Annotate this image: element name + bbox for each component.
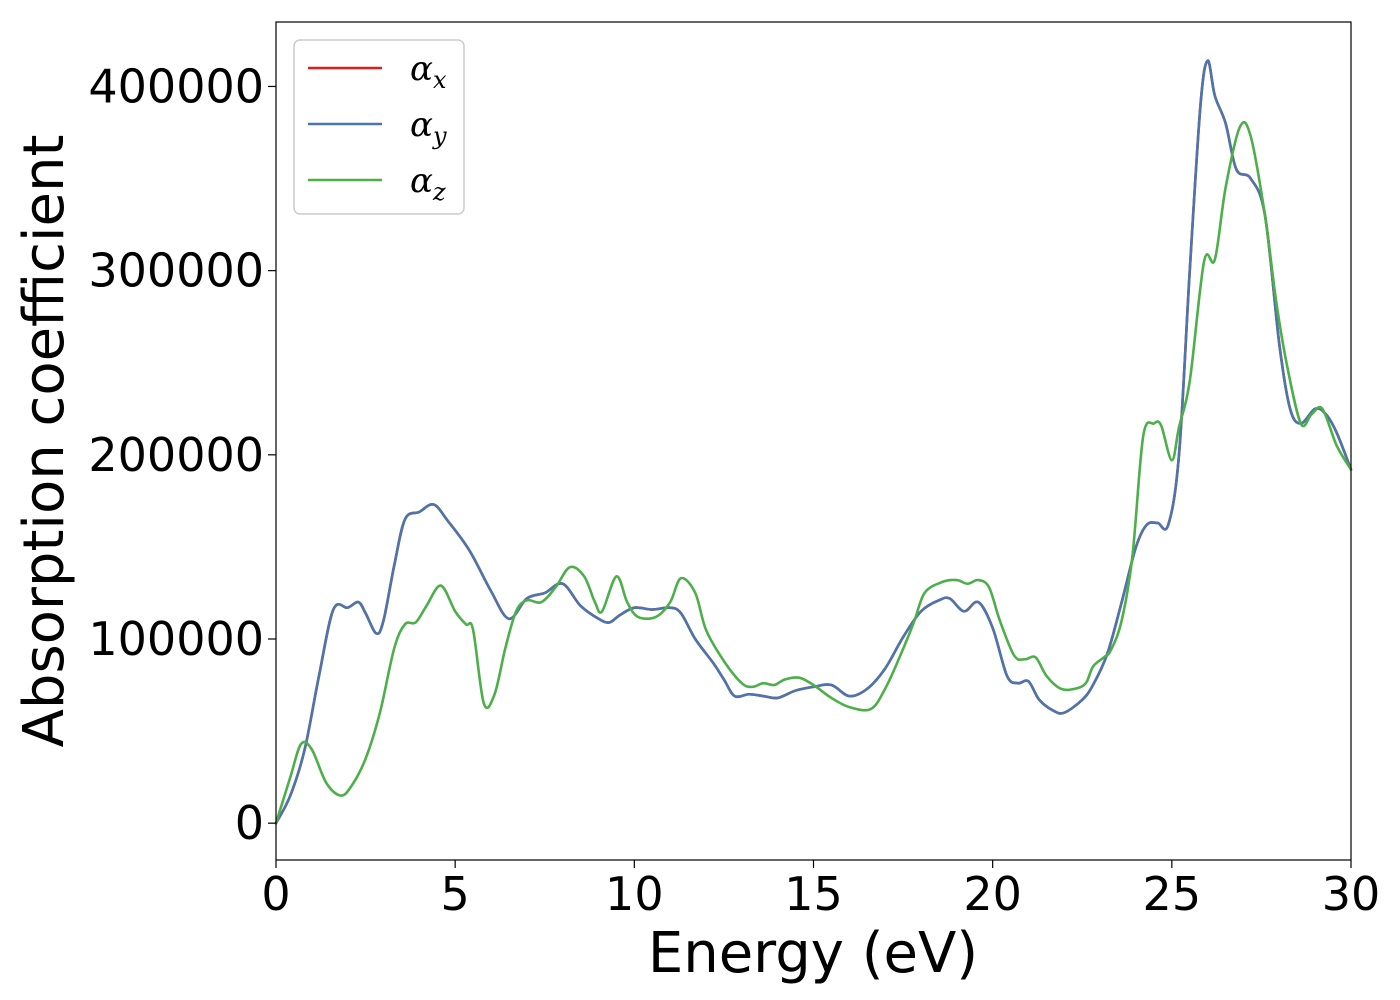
x-tick-label: 5: [441, 867, 470, 921]
x-tick-label: 30: [1322, 867, 1381, 921]
y-tick-label: 0: [235, 796, 264, 850]
series-line-z: [274, 120, 1353, 825]
y-tick-label: 100000: [88, 612, 264, 666]
x-tick-label: 15: [784, 867, 843, 921]
x-tick-label: 0: [261, 867, 290, 921]
legend-label-y: αy: [410, 105, 447, 150]
x-tick-label: 10: [605, 867, 664, 921]
series-lines: [274, 59, 1353, 825]
x-tick-label: 25: [1143, 867, 1202, 921]
legend-label-z: αz: [410, 161, 446, 206]
y-axis-ticks: 0 100000 200000 300000 400000: [88, 59, 276, 850]
x-axis-title: Energy (eV): [648, 921, 978, 986]
legend: αx αy αz: [293, 39, 465, 215]
y-tick-label: 300000: [88, 244, 264, 298]
x-axis-ticks: 0 5 10 15 20 25 30: [261, 860, 1380, 921]
y-tick-label: 200000: [88, 428, 264, 482]
x-tick-label: 20: [963, 867, 1022, 921]
legend-label-x: αx: [410, 49, 447, 94]
legend-box: [293, 39, 465, 215]
series-line-y: [274, 59, 1353, 825]
y-axis-title: Absorption coefficient: [12, 135, 77, 748]
y-tick-label: 400000: [88, 59, 264, 113]
